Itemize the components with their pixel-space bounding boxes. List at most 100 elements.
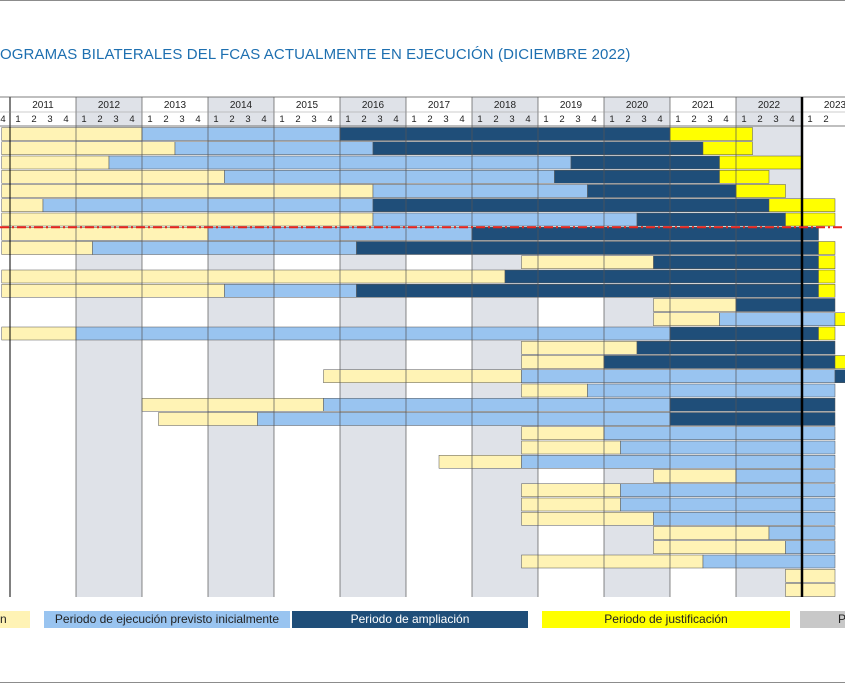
bar-row20-aprobacion-1 xyxy=(141,398,324,412)
quarter-label-2014-1: 1 xyxy=(213,114,218,125)
quarter-label-2014-4: 4 xyxy=(261,114,266,125)
bar-row11-aprobacion-1 xyxy=(1,269,506,284)
bar-row14-justificacion-3 xyxy=(834,312,845,326)
bar-row9-aprobacion-1 xyxy=(1,241,93,255)
bar-row27-aprobacion-1 xyxy=(521,497,621,512)
bar-row12-ampliacion-3 xyxy=(356,284,819,298)
quarter-label-2016-3: 3 xyxy=(377,114,382,125)
legend-item-justificacion: Periodo de justificación xyxy=(542,611,790,628)
quarter-label-2021-4: 4 xyxy=(723,114,728,125)
bar-row23-previsto-2 xyxy=(620,440,836,455)
year-label-2013: 2013 xyxy=(164,100,187,111)
bottom-rule xyxy=(0,682,845,683)
quarter-label-2019-3: 3 xyxy=(575,114,580,125)
bar-row19-previsto-2 xyxy=(587,383,836,398)
quarter-label-2021-3: 3 xyxy=(707,114,712,125)
bar-row3-justificacion-4 xyxy=(719,155,803,170)
bar-row10-justificacion-3 xyxy=(818,255,836,269)
bar-row31-aprobacion-1 xyxy=(521,554,704,569)
bar-row4-aprobacion-1 xyxy=(1,170,225,184)
bar-row25-aprobacion-1 xyxy=(653,469,737,483)
bar-row31-previsto-2 xyxy=(702,554,836,569)
bar-row13-aprobacion-1 xyxy=(653,298,737,312)
legend-item-otro: Pe xyxy=(800,611,845,628)
quarter-label-2015-3: 3 xyxy=(311,114,316,125)
quarter-label-2020-4: 4 xyxy=(657,114,662,125)
year-label-2021: 2021 xyxy=(692,100,715,111)
quarter-label-2019-2: 2 xyxy=(559,114,564,125)
bar-row3-aprobacion-1 xyxy=(1,155,110,170)
quarter-label-2015-2: 2 xyxy=(295,114,300,125)
quarter-label-2013-1: 1 xyxy=(147,114,152,125)
quarter-label-2016-1: 1 xyxy=(345,114,350,125)
quarter-label-2013-4: 4 xyxy=(195,114,200,125)
bar-row1-previsto-2 xyxy=(141,127,341,141)
bar-row7-previsto-2 xyxy=(372,212,638,227)
quarter-label-2013-3: 3 xyxy=(179,114,184,125)
bar-row28-aprobacion-1 xyxy=(521,512,654,526)
bar-row29-aprobacion-1 xyxy=(653,526,770,540)
bar-row22-aprobacion-1 xyxy=(521,426,605,440)
quarter-label-2017-3: 3 xyxy=(443,114,448,125)
bar-row6-ampliacion-3 xyxy=(372,198,770,212)
quarter-label-2012-2: 2 xyxy=(97,114,102,125)
quarter-label-2011-2: 2 xyxy=(31,114,36,125)
bar-row4-ampliacion-3 xyxy=(554,170,720,184)
bar-row12-previsto-2 xyxy=(224,284,357,298)
bar-row2-justificacion-4 xyxy=(702,141,753,155)
bar-row11-ampliacion-2 xyxy=(504,269,819,284)
quarter-label-2017-4: 4 xyxy=(459,114,464,125)
bar-row7-justificacion-4 xyxy=(785,212,836,227)
quarter-label-2019-4: 4 xyxy=(591,114,596,125)
bar-row24-aprobacion-1 xyxy=(438,455,522,469)
quarter-label-2023-2: 2 xyxy=(823,114,828,125)
bar-row15-justificacion-4 xyxy=(818,326,836,341)
quarter-label-2017-2: 2 xyxy=(427,114,432,125)
bar-row33-aprobacion-1 xyxy=(785,583,836,597)
bar-row4-justificacion-4 xyxy=(719,170,770,184)
quarter-label-2020-1: 1 xyxy=(609,114,614,125)
quarter-label-2023-1: 1 xyxy=(807,114,812,125)
year-label-2018: 2018 xyxy=(494,100,517,111)
year-label-2016: 2016 xyxy=(362,100,385,111)
quarter-label-2019-1: 1 xyxy=(543,114,548,125)
quarter-label-2018-4: 4 xyxy=(525,114,530,125)
bar-row26-previsto-2 xyxy=(620,483,836,497)
bar-row30-previsto-2 xyxy=(785,540,836,554)
bar-row5-previsto-2 xyxy=(372,184,588,198)
year-label-2019: 2019 xyxy=(560,100,583,111)
bar-row13-ampliacion-2 xyxy=(735,298,836,312)
bar-row26-aprobacion-1 xyxy=(521,483,621,497)
chart-title: OGRAMAS BILATERALES DEL FCAS ACTUALMENTE… xyxy=(0,46,631,63)
quarter-label-2020-3: 3 xyxy=(641,114,646,125)
year-label-2012: 2012 xyxy=(98,100,121,111)
year-label-2020: 2020 xyxy=(626,100,649,111)
quarter-label-2012-3: 3 xyxy=(113,114,118,125)
bar-row5-justificacion-4 xyxy=(735,184,786,198)
bar-row7-aprobacion-1 xyxy=(1,212,374,227)
bar-row15-aprobacion-1 xyxy=(1,326,77,341)
bar-row3-ampliacion-3 xyxy=(570,155,720,170)
bar-row12-justificacion-4 xyxy=(818,284,836,298)
quarter-label-2011-3: 3 xyxy=(47,114,52,125)
legend-item-ampliacion: Periodo de ampliación xyxy=(292,611,528,628)
bar-row8-ampliacion-3 xyxy=(471,227,819,241)
quarter-label-2016-4: 4 xyxy=(393,114,398,125)
year-label-2014: 2014 xyxy=(230,100,253,111)
year-label-2022: 2022 xyxy=(758,100,781,111)
bar-row5-ampliacion-3 xyxy=(587,184,737,198)
quarter-label-2010-4: 4 xyxy=(0,114,5,125)
bar-row30-aprobacion-1 xyxy=(653,540,786,554)
legend-item-aprobacion: n xyxy=(0,611,30,628)
bar-row18-aprobacion-1 xyxy=(323,369,522,383)
bar-row21-previsto-2 xyxy=(257,412,671,426)
legend-item-previsto: Periodo de ejecución previsto inicialmen… xyxy=(44,611,290,628)
bar-row28-previsto-2 xyxy=(653,512,836,526)
bar-row8-aprobacion-1 xyxy=(1,227,209,241)
quarter-label-2018-1: 1 xyxy=(477,114,482,125)
quarter-label-2013-2: 2 xyxy=(163,114,168,125)
quarter-label-2021-2: 2 xyxy=(691,114,696,125)
bar-row9-ampliacion-3 xyxy=(356,241,819,255)
quarter-label-2022-1: 1 xyxy=(741,114,746,125)
